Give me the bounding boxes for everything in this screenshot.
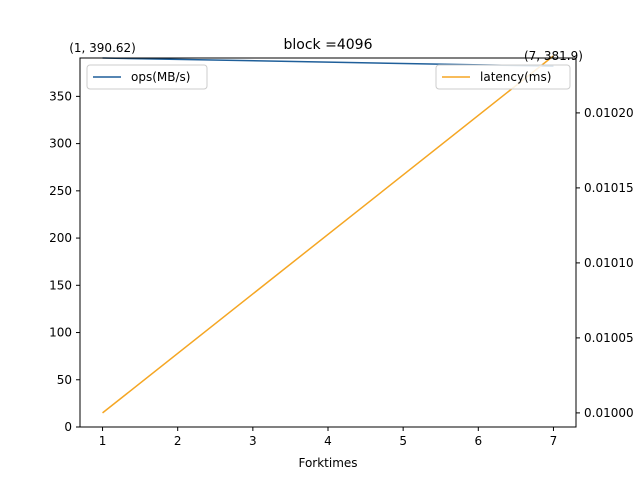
- x-axis-label: Forktimes: [298, 456, 357, 470]
- x-tick-label: 6: [474, 434, 482, 448]
- left-y-tick-label: 150: [49, 278, 72, 292]
- left-y-tick-label: 300: [49, 137, 72, 151]
- legend-left: ops(MB/s): [86, 64, 208, 90]
- legend-label: latency(ms): [480, 70, 551, 84]
- left-y-tick-label: 350: [49, 89, 72, 103]
- legend-label: ops(MB/s): [131, 70, 190, 84]
- legend-right: latency(ms): [435, 64, 571, 90]
- x-axis-ticks: 1 2 3 4 5 6 7: [99, 427, 558, 448]
- x-tick-label: 5: [399, 434, 407, 448]
- left-y-tick-label: 50: [57, 373, 72, 387]
- x-tick-label: 7: [550, 434, 558, 448]
- left-y-axis-ticks: 0 50 100 150 200 250 300 350: [49, 89, 80, 434]
- legends: ops(MB/s) latency(ms): [86, 64, 571, 90]
- right-y-tick-label: 0.01015: [584, 181, 634, 195]
- right-y-tick-label: 0.01000: [584, 406, 634, 420]
- series-line-latency: [102, 55, 554, 414]
- right-y-tick-label: 0.01005: [584, 331, 634, 345]
- right-y-axis-ticks: 0.01000 0.01005 0.01010 0.01015 0.01020: [576, 106, 634, 420]
- series-lines: [102, 55, 554, 414]
- chart-title: block =4096: [284, 37, 373, 53]
- point-annotation: (7, 381.9): [524, 49, 583, 63]
- x-tick-label: 1: [99, 434, 107, 448]
- point-annotation: (1, 390.62): [69, 41, 136, 55]
- left-y-tick-label: 0: [64, 420, 72, 434]
- plot-frame: [79, 57, 577, 428]
- annotations: (1, 390.62) (7, 381.9): [69, 41, 583, 63]
- left-y-tick-label: 250: [49, 184, 72, 198]
- legend-box: [435, 64, 571, 90]
- legend-box: [86, 64, 208, 90]
- right-y-tick-label: 0.01020: [584, 106, 634, 120]
- left-y-tick-label: 100: [49, 326, 72, 340]
- left-y-tick-label: 200: [49, 231, 72, 245]
- right-y-tick-label: 0.01010: [584, 256, 634, 270]
- x-tick-label: 4: [324, 434, 332, 448]
- x-tick-label: 2: [174, 434, 182, 448]
- x-tick-label: 3: [249, 434, 257, 448]
